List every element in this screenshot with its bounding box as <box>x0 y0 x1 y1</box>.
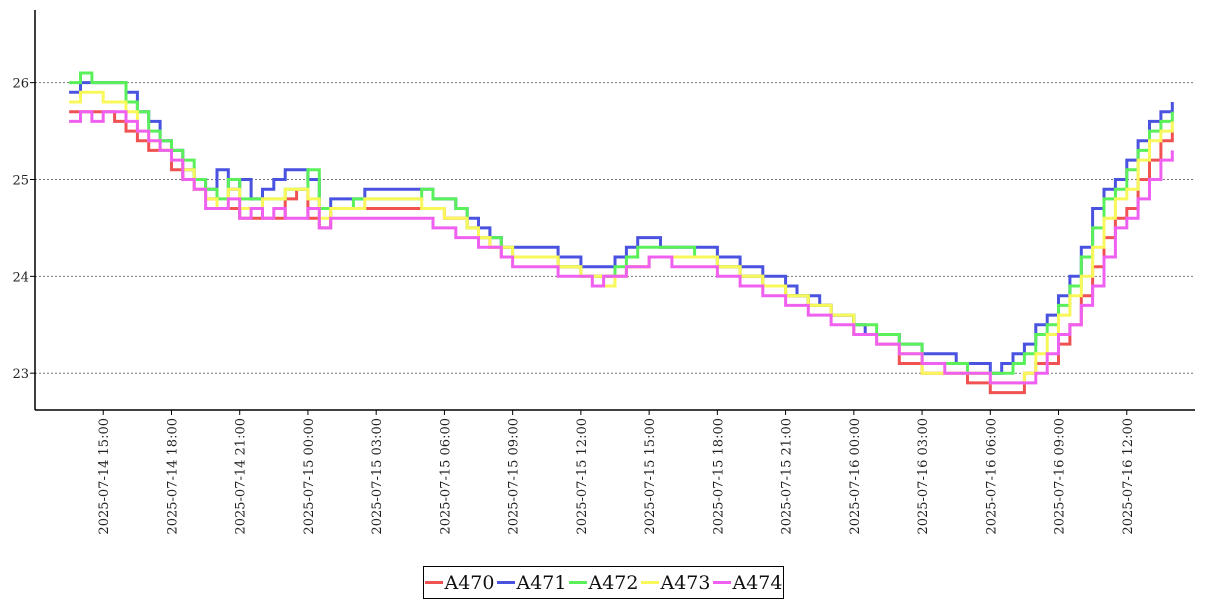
legend-swatch-a472 <box>568 581 587 584</box>
x-tick-label: 2025-07-16 12:00 <box>1121 418 1136 535</box>
x-tick-label: 2025-07-15 09:00 <box>507 418 522 535</box>
legend-swatch-a471 <box>496 581 515 584</box>
series-line-a471 <box>69 81 1174 375</box>
x-tick-label: 2025-07-16 09:00 <box>1053 418 1068 535</box>
y-tick-label: 25 <box>12 173 29 188</box>
x-tick-label: 2025-07-15 21:00 <box>780 418 795 535</box>
legend-item-a470: A470 <box>424 571 495 594</box>
legend-label-a472: A472 <box>588 571 639 594</box>
legend-label-a471: A471 <box>516 571 567 594</box>
legend-item-a474: A474 <box>712 571 783 594</box>
y-tick-label: 24 <box>12 270 29 285</box>
series-line-a473 <box>69 90 1174 385</box>
x-tick-label: 2025-07-15 18:00 <box>711 418 726 535</box>
legend: A470 A471 A472 A473 A474 <box>423 566 784 599</box>
legend-item-a473: A473 <box>640 571 711 594</box>
legend-item-a472: A472 <box>568 571 639 594</box>
x-tick-label: 2025-07-15 06:00 <box>438 418 453 535</box>
x-tick-label: 2025-07-16 06:00 <box>984 418 999 535</box>
legend-swatch-a470 <box>424 581 443 584</box>
legend-label-a474: A474 <box>732 571 783 594</box>
y-tick-label: 26 <box>12 77 29 92</box>
x-tick-label: 2025-07-15 00:00 <box>302 418 317 535</box>
x-tick-label: 2025-07-16 00:00 <box>848 418 863 535</box>
x-tick-label: 2025-07-15 12:00 <box>575 418 590 535</box>
legend-swatch-a473 <box>640 581 659 584</box>
series-line-a470 <box>69 110 1174 395</box>
x-tick-label: 2025-07-14 15:00 <box>97 418 112 535</box>
y-tick-label: 23 <box>12 367 29 382</box>
legend-label-a470: A470 <box>444 571 495 594</box>
legend-item-a471: A471 <box>496 571 567 594</box>
x-tick-label: 2025-07-15 15:00 <box>643 418 658 535</box>
x-tick-label: 2025-07-15 03:00 <box>370 418 385 535</box>
x-tick-label: 2025-07-14 21:00 <box>234 418 249 535</box>
series-line-a472 <box>69 71 1174 375</box>
series-line-a474 <box>69 110 1174 385</box>
gridlines <box>35 82 1195 374</box>
series-lines <box>69 71 1174 395</box>
x-tick-label: 2025-07-14 18:00 <box>165 418 180 535</box>
y-tick-labels: 23 24 25 26 <box>12 77 35 382</box>
legend-label-a473: A473 <box>660 571 711 594</box>
x-tick-labels: 2025-07-14 15:00 2025-07-14 18:00 2025-07-… <box>97 410 1136 535</box>
legend-swatch-a474 <box>712 581 731 584</box>
x-tick-label: 2025-07-16 03:00 <box>916 418 931 535</box>
